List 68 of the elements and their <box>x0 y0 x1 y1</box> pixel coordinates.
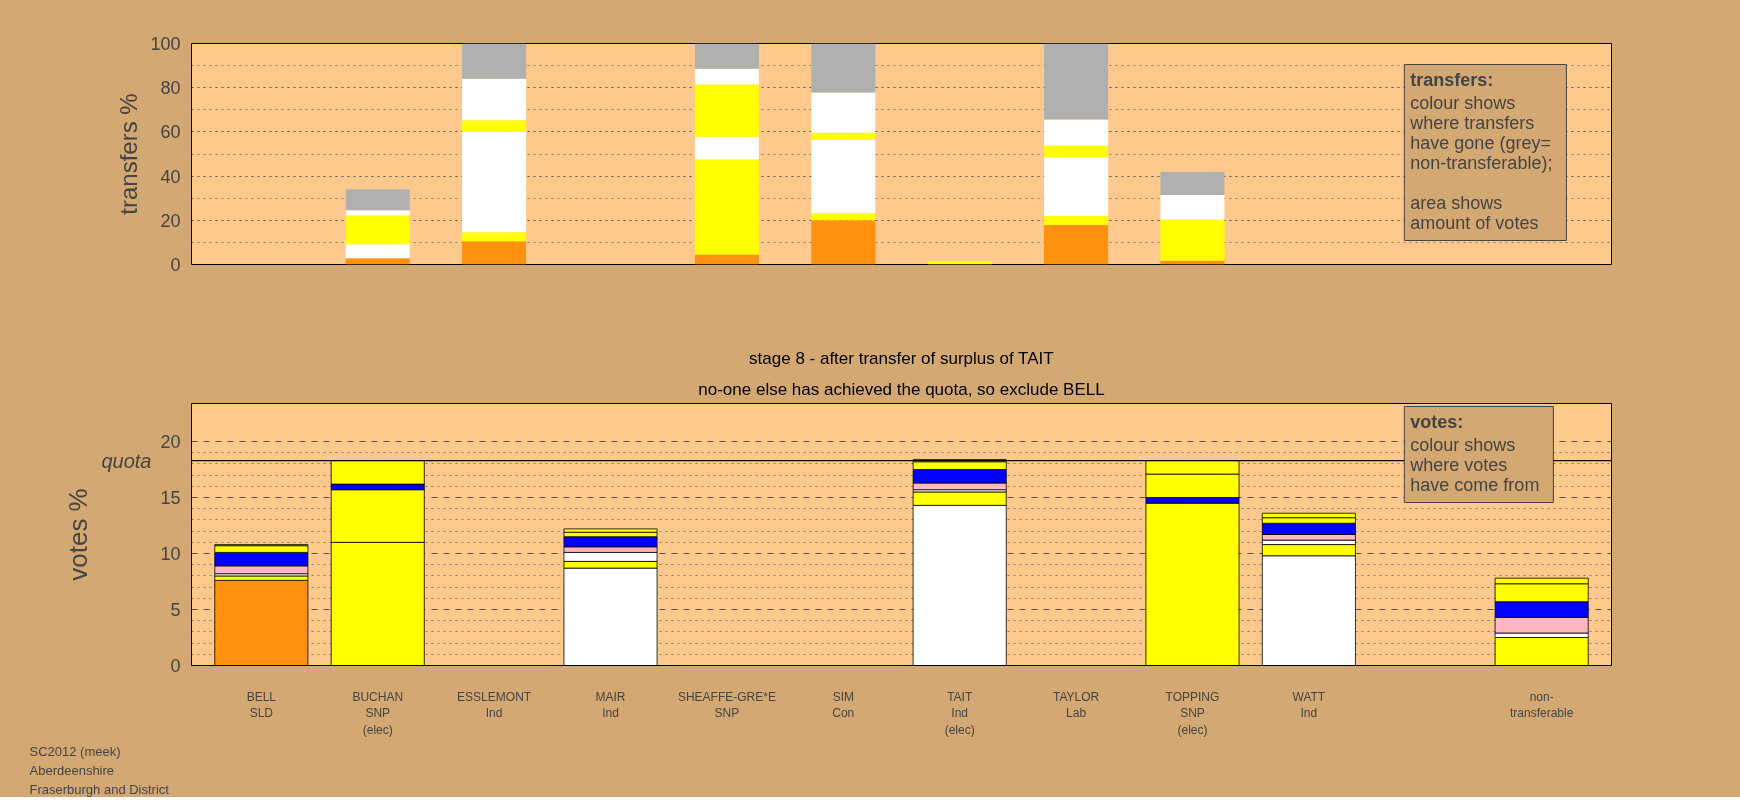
ref-line-label: quota <box>101 449 152 472</box>
bar <box>345 210 410 216</box>
bar <box>345 189 410 211</box>
bar <box>345 244 410 259</box>
bar <box>462 120 527 132</box>
x-tick-label: TOPPING SNP (elec) <box>1165 689 1220 738</box>
annotation: votes: <box>1410 411 1464 432</box>
annotation: colour shows where transfers have gone (grey= non-transferable); area shows amount of votes <box>1409 92 1553 233</box>
y-tick-label: 100 <box>150 34 181 54</box>
x-tick-label: TAYLOR Lab <box>1052 689 1100 721</box>
x-tick-label: MAIR Ind <box>595 689 626 721</box>
x-tick-label: BUCHAN SNP (elec) <box>352 689 404 738</box>
bar <box>1160 194 1225 220</box>
bar <box>811 140 876 214</box>
x-tick-label: SHEAFFE-GRE*E SNP <box>677 689 776 721</box>
bar <box>462 232 527 242</box>
bar <box>811 92 876 133</box>
x-tick-label: TAIT Ind (elec) <box>944 689 975 738</box>
bar <box>1044 224 1109 265</box>
y-tick-label: 60 <box>160 122 181 143</box>
bar <box>462 43 527 79</box>
bar <box>694 84 759 137</box>
y-tick-label: 20 <box>160 432 181 453</box>
chart-title: stage 8 - after transfer of surplus of TAIT <box>749 348 1054 368</box>
bar <box>1044 145 1109 158</box>
text: Aberdeenshire <box>29 762 115 778</box>
bar <box>462 131 527 233</box>
x-tick-label: ESSLEMONT Ind <box>457 689 532 721</box>
y-tick-label: 5 <box>170 600 181 621</box>
x-tick-label: WATT Ind <box>1292 689 1326 721</box>
bar <box>1044 216 1109 225</box>
y-axis-title: transfers % <box>115 93 143 215</box>
x-tick-label: SIM Con <box>832 689 855 721</box>
y-tick-label: 10 <box>160 544 181 565</box>
annotation: colour shows where votes have come from <box>1409 434 1540 495</box>
bar <box>811 213 876 221</box>
y-tick-label: 40 <box>160 166 181 187</box>
chart-subtitle: no-one else has achieved the quota, so exclude BELL <box>698 379 1105 399</box>
bar <box>811 220 876 265</box>
bar <box>811 132 876 141</box>
bar <box>1044 119 1109 146</box>
x-tick-label: non- transferable <box>1509 689 1574 721</box>
y-axis-title: votes % <box>63 488 94 581</box>
text: Fraserburgh and District <box>29 781 170 797</box>
bar <box>927 261 992 265</box>
bar <box>1044 157 1109 217</box>
y-tick-label: 20 <box>160 210 181 231</box>
y-tick-label: 80 <box>160 78 181 99</box>
bar <box>694 254 759 265</box>
bar <box>811 43 876 93</box>
bar <box>345 258 410 265</box>
bar <box>694 43 759 69</box>
text: SC2012 (meek) <box>29 743 121 759</box>
bar <box>345 215 410 245</box>
bar <box>462 241 527 265</box>
bar <box>1044 43 1109 120</box>
y-tick-label: 15 <box>160 488 181 509</box>
bar <box>462 78 527 121</box>
bar <box>1160 219 1225 261</box>
bar <box>694 68 759 85</box>
bar <box>694 136 759 160</box>
x-tick-label: BELL SLD <box>246 689 277 721</box>
bar <box>563 528 658 533</box>
annotation: transfers: <box>1410 69 1494 90</box>
bar <box>1160 171 1225 195</box>
y-tick-label: 0 <box>170 255 181 275</box>
bar <box>694 159 759 255</box>
y-tick-label: 0 <box>170 656 181 676</box>
